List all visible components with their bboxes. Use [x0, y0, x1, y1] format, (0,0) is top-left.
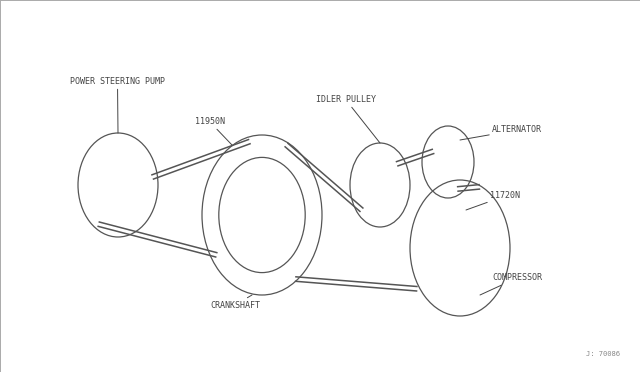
Text: IDLER PULLEY: IDLER PULLEY	[316, 96, 380, 143]
Text: CRANKSHAFT: CRANKSHAFT	[210, 295, 260, 310]
Text: POWER STEERING PUMP: POWER STEERING PUMP	[70, 77, 165, 133]
Text: ALTERNATOR: ALTERNATOR	[460, 125, 542, 140]
Text: J: 70086: J: 70086	[586, 351, 620, 357]
Text: COMPRESSOR: COMPRESSOR	[480, 273, 542, 295]
Text: 11950N: 11950N	[195, 118, 232, 145]
Text: 11720N: 11720N	[466, 192, 520, 210]
